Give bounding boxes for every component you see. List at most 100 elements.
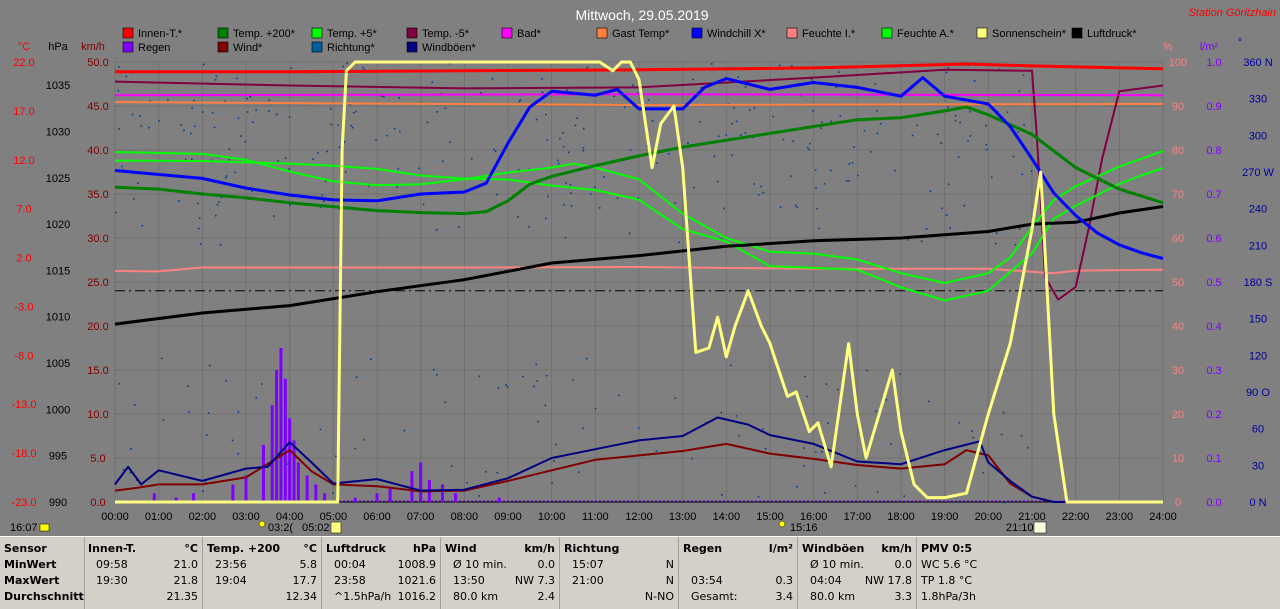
direction-dot — [753, 183, 756, 185]
direction-dot — [815, 187, 817, 189]
time-tick-label: 02:00 — [189, 511, 217, 523]
direction-dot — [337, 124, 340, 127]
direction-dot — [134, 404, 136, 406]
temp-tick-label: 22.0 — [13, 57, 34, 69]
direction-dot — [845, 180, 848, 182]
temp-tick-label: -18.0 — [11, 448, 36, 460]
legend-swatch — [406, 41, 418, 53]
rain-bar — [192, 493, 196, 502]
stats-cell-time: 21:00 — [572, 574, 604, 587]
direction-dot — [851, 161, 854, 164]
direction-tick-label: 210 — [1249, 240, 1267, 252]
temp-axis-unit: °C — [18, 41, 30, 53]
direction-dot — [925, 228, 928, 230]
series-line-temp-5 — [114, 150, 1164, 284]
astro-times: 16:07 03:2( 05:02 15:16 21:10 — [10, 520, 1047, 534]
direction-dot — [362, 439, 365, 441]
time-axis: 00:00 01:00 02:00 03:00 04:00 05:00 06:00 07:00… — [101, 511, 1177, 523]
direction-tick-label: 300 — [1249, 130, 1267, 142]
direction-dot — [368, 185, 370, 187]
legend-label: Luftdruck* — [1087, 28, 1137, 40]
direction-dot — [199, 243, 202, 245]
direction-dot — [533, 385, 535, 388]
stats-regen-header: Regen l/m² — [683, 541, 793, 557]
direction-dot — [286, 463, 288, 465]
sunrise-time: 03:2( — [268, 522, 293, 534]
stats-luftdruck-row: 00:04 1008.9 — [326, 557, 436, 573]
time-tick-label: 12:00 — [625, 511, 653, 523]
legend-swatch — [217, 41, 229, 53]
direction-dot — [541, 91, 544, 94]
direction-dot — [994, 242, 997, 245]
stats-luftdruck-row: ^1.5hPa/h 1016.2 — [326, 589, 436, 605]
stats-col-title: Regen — [683, 542, 723, 555]
direction-dot — [225, 175, 228, 177]
direction-dot — [496, 471, 499, 474]
stats-cell-value: N — [665, 558, 674, 571]
direction-dot — [237, 117, 240, 119]
direction-dot — [623, 106, 626, 109]
direction-dot — [848, 163, 851, 165]
direction-dot — [821, 450, 823, 453]
stats-col-unit: °C — [303, 542, 317, 555]
stats-cell-value: 1016.2 — [397, 590, 437, 603]
stats-pmv-header: PMV 0:5 — [921, 542, 973, 555]
rain-bars — [115, 348, 1163, 502]
time-tick-label: 19:00 — [931, 511, 959, 523]
direction-dot — [808, 148, 810, 151]
direction-dot — [815, 451, 817, 453]
direction-dot — [1014, 243, 1017, 246]
direction-dot — [288, 168, 291, 170]
legend-label: Regen — [138, 42, 170, 54]
direction-dot — [518, 169, 520, 171]
legend-label: Feuchte A.* — [897, 28, 955, 40]
direction-dot — [735, 120, 738, 123]
stats-cell-time: 23:56 — [215, 558, 247, 571]
direction-dot — [562, 145, 565, 148]
direction-dot — [760, 185, 762, 188]
direction-dot — [812, 110, 814, 112]
direction-dot — [536, 380, 539, 382]
stats-cell-value: 1008.9 — [397, 558, 437, 571]
stats-sensor-header: Sensor — [4, 542, 47, 555]
direction-dot — [903, 495, 905, 498]
pressure-tick-label: 1000 — [46, 404, 70, 416]
direction-dot — [656, 162, 658, 165]
stats-luftdruck-row: 23:58 1021.6 — [326, 573, 436, 589]
direction-dot — [985, 143, 988, 146]
direction-dot — [969, 110, 971, 113]
direction-dot — [637, 427, 640, 429]
direction-dot — [721, 494, 723, 496]
direction-dot — [1027, 446, 1029, 449]
direction-dot — [319, 428, 322, 431]
direction-dot — [210, 159, 213, 162]
humidity-tick-label: 10 — [1172, 453, 1184, 465]
direction-dot — [478, 375, 481, 378]
stats-cell-value: 2.4 — [537, 590, 556, 603]
direction-dot — [450, 465, 453, 467]
stats-wind-row: Ø 10 min. 0.0 — [445, 557, 555, 573]
direction-dot — [876, 110, 878, 112]
direction-dot — [330, 123, 333, 126]
rain-bar — [231, 484, 235, 502]
direction-dot — [252, 121, 254, 123]
direction-dot — [572, 378, 575, 381]
direction-dot — [234, 171, 236, 174]
humidity-tick-label: 0 — [1175, 497, 1181, 509]
station-name: Station Göritzhain — [1189, 7, 1276, 19]
time-tick-label: 06:00 — [363, 511, 391, 523]
direction-dot — [231, 439, 234, 442]
wind-tick-label: 20.0 — [87, 321, 108, 333]
direction-dot — [141, 224, 144, 227]
stats-regen-row — [683, 557, 793, 573]
direction-dot — [637, 92, 639, 94]
stats-avg-label: Durchschnitt — [4, 590, 84, 603]
direction-dot — [667, 153, 670, 155]
stats-cell-value: 0.3 — [775, 574, 794, 587]
direction-dot — [449, 141, 451, 143]
direction-dot — [470, 157, 473, 160]
stats-cell-value: 21.8 — [173, 574, 199, 587]
direction-dot — [268, 99, 271, 102]
stats-col-title: Innen-T. — [88, 542, 137, 555]
stats-cell-time: 80.0 km — [453, 590, 499, 603]
